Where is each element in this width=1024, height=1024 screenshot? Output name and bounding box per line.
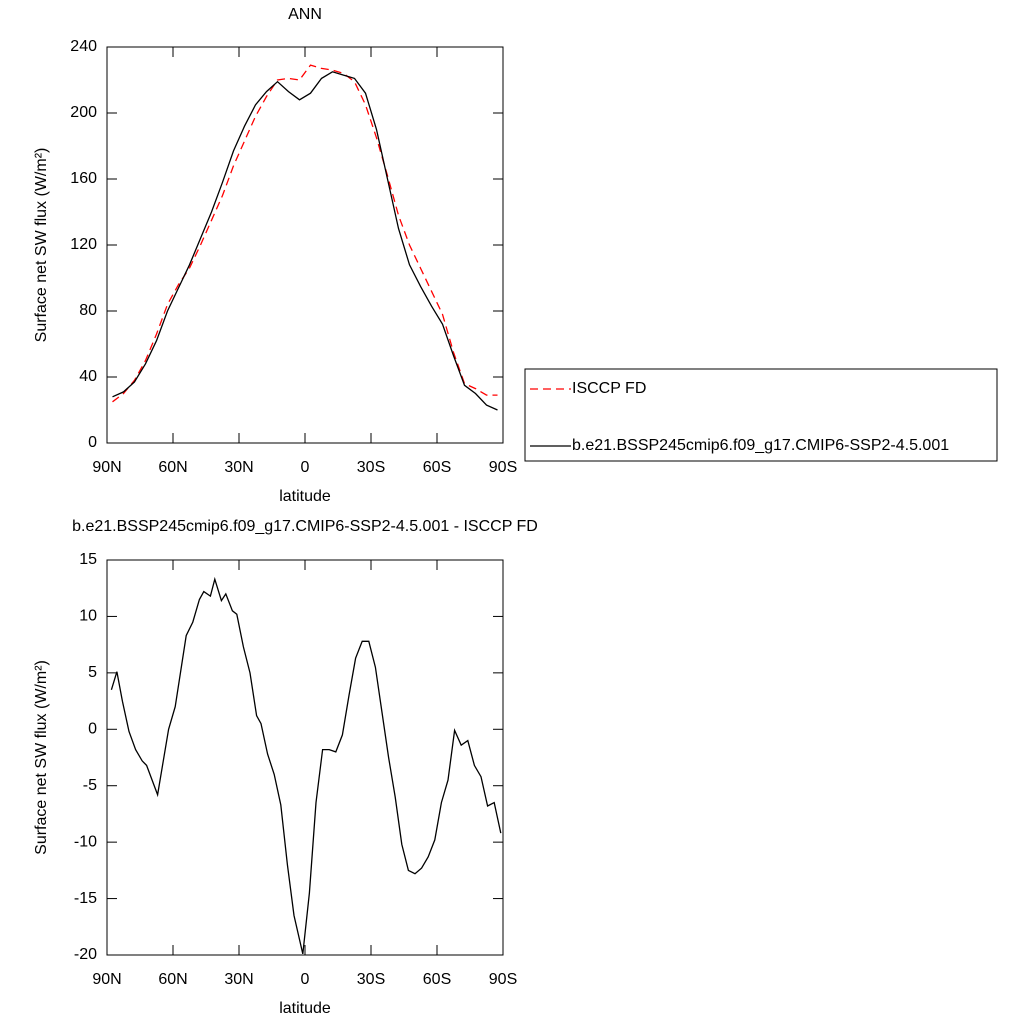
y-tick-label: 15: [79, 551, 97, 568]
series-line: [112, 64, 498, 403]
x-axis-label: latitude: [279, 488, 331, 505]
y-tick-label: 40: [79, 368, 97, 385]
y-tick-label: 120: [70, 236, 97, 253]
y-tick-label: 10: [79, 608, 97, 625]
x-tick-label: 60S: [423, 971, 451, 988]
legend-box: [524, 368, 998, 462]
x-tick-label: 90N: [92, 459, 121, 476]
y-tick-label: -15: [74, 890, 97, 907]
y-tick-label: 80: [79, 302, 97, 319]
legend-label: b.e21.BSSP245cmip6.f09_g17.CMIP6-SSP2-4.…: [572, 437, 949, 454]
x-tick-label: 90S: [489, 459, 517, 476]
y-axis-label: Surface net SW flux (W/m²): [33, 660, 50, 855]
y-axis-label: Surface net SW flux (W/m²): [33, 148, 50, 343]
legend-label: ISCCP FD: [572, 380, 646, 397]
chart-title: ANN: [288, 6, 322, 23]
x-tick-label: 30S: [357, 971, 385, 988]
y-tick-label: -10: [74, 833, 97, 850]
y-tick-label: 160: [70, 170, 97, 187]
y-tick-label: 0: [88, 721, 97, 738]
x-tick-label: 90N: [92, 971, 121, 988]
x-tick-label: 0: [301, 459, 310, 476]
x-tick-label: 30N: [224, 971, 253, 988]
plot-frame: [106, 46, 504, 444]
y-tick-label: 5: [88, 664, 97, 681]
series-line: [110, 576, 502, 955]
y-tick-label: 200: [70, 104, 97, 121]
y-tick-label: 0: [88, 434, 97, 451]
x-tick-label: 60N: [158, 459, 187, 476]
y-tick-label: 240: [70, 38, 97, 55]
chart-title: b.e21.BSSP245cmip6.f09_g17.CMIP6-SSP2-4.…: [72, 518, 538, 535]
x-tick-label: 0: [301, 971, 310, 988]
axes: [106, 46, 504, 444]
y-tick-label: -20: [74, 946, 97, 963]
x-tick-label: 60S: [423, 459, 451, 476]
x-tick-label: 90S: [489, 971, 517, 988]
x-axis-label: latitude: [279, 1000, 331, 1017]
x-tick-label: 30S: [357, 459, 385, 476]
plot-frame: [106, 559, 504, 956]
series-line: [112, 71, 498, 411]
axes: [106, 559, 504, 956]
y-tick-label: -5: [83, 777, 97, 794]
x-tick-label: 30N: [224, 459, 253, 476]
x-tick-label: 60N: [158, 971, 187, 988]
